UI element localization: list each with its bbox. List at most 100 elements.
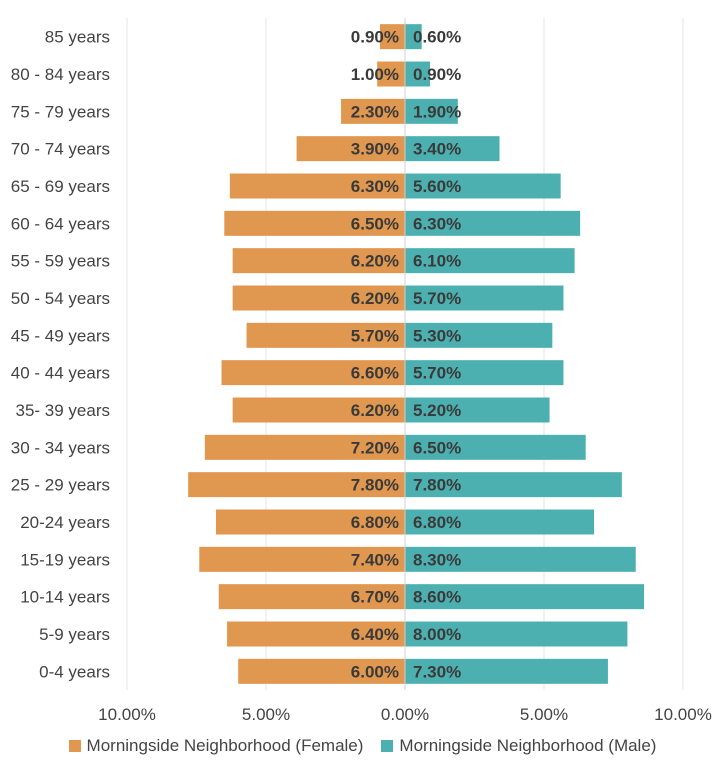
bar-male xyxy=(405,210,581,236)
legend-label-male: Morningside Neighborhood (Male) xyxy=(399,736,657,755)
bar-male xyxy=(405,322,553,348)
bar-female xyxy=(379,24,405,50)
bar-female xyxy=(218,584,405,610)
category-label: 35- 39 years xyxy=(16,401,111,420)
category-label: 55 - 59 years xyxy=(11,252,110,271)
bar-male xyxy=(405,360,564,386)
bar-male xyxy=(405,98,458,124)
bar-female xyxy=(232,285,405,311)
data-label-female: 5.70% xyxy=(351,326,399,345)
data-label-male: 5.30% xyxy=(413,326,461,345)
data-label-female: 6.20% xyxy=(351,401,399,420)
bar-female xyxy=(204,434,405,460)
category-label: 20-24 years xyxy=(20,513,110,532)
category-label: 0-4 years xyxy=(39,662,110,681)
category-label: 15-19 years xyxy=(20,550,110,569)
data-label-male: 8.00% xyxy=(413,625,461,644)
bar-male xyxy=(405,472,622,498)
bar-female xyxy=(296,136,405,162)
data-label-female: 6.70% xyxy=(351,588,399,607)
legend: Morningside Neighborhood (Female) Mornin… xyxy=(0,736,725,756)
bar-male xyxy=(405,546,636,572)
bar-male xyxy=(405,248,575,274)
data-label-female: 0.90% xyxy=(351,28,399,47)
data-label-female: 7.80% xyxy=(351,476,399,495)
data-label-male: 0.60% xyxy=(413,28,461,47)
x-tick-label: 5.00% xyxy=(242,705,290,724)
bar-male xyxy=(405,173,561,199)
bar-female xyxy=(215,509,405,535)
data-label-female: 7.40% xyxy=(351,550,399,569)
category-labels: 85 years 80 - 84 years 75 - 79 years 70 - 7… xyxy=(11,28,110,682)
data-label-female: 1.00% xyxy=(351,65,399,84)
data-label-male: 7.80% xyxy=(413,476,461,495)
bar-female xyxy=(341,98,405,124)
legend-label-female: Morningside Neighborhood (Female) xyxy=(86,736,364,755)
category-label: 50 - 54 years xyxy=(11,289,110,308)
data-label-male: 5.70% xyxy=(413,364,461,383)
data-label-male: 0.90% xyxy=(413,65,461,84)
data-label-female: 2.30% xyxy=(351,102,399,121)
data-label-male: 6.30% xyxy=(413,214,461,233)
bar-female xyxy=(221,360,405,386)
data-label-male: 5.60% xyxy=(413,177,461,196)
data-label-female: 6.00% xyxy=(351,662,399,681)
data-label-female: 3.90% xyxy=(351,140,399,159)
data-label-male: 6.10% xyxy=(413,252,461,271)
x-tick-label: 0.00% xyxy=(381,705,429,724)
category-label: 75 - 79 years xyxy=(11,102,110,121)
bar-female xyxy=(224,210,405,236)
legend-swatch-male xyxy=(381,740,394,752)
category-label: 85 years xyxy=(45,28,110,47)
x-tick-label: 5.00% xyxy=(520,705,568,724)
category-label: 25 - 29 years xyxy=(11,476,110,495)
bar-female xyxy=(227,621,405,647)
bar-female xyxy=(232,248,405,274)
bar-male xyxy=(405,658,608,684)
data-label-male: 6.80% xyxy=(413,513,461,532)
category-label: 45 - 49 years xyxy=(11,326,110,345)
category-label: 40 - 44 years xyxy=(11,364,110,383)
x-tick-label: 10.00% xyxy=(98,705,156,724)
bar-male xyxy=(405,621,628,647)
category-label: 30 - 34 years xyxy=(11,438,110,457)
bar-male xyxy=(405,509,595,535)
bar-female xyxy=(199,546,405,572)
data-label-male: 8.60% xyxy=(413,588,461,607)
data-label-male: 6.50% xyxy=(413,438,461,457)
data-label-female: 6.50% xyxy=(351,214,399,233)
bar-male xyxy=(405,584,645,610)
category-label: 80 - 84 years xyxy=(11,65,110,84)
data-label-female: 6.80% xyxy=(351,513,399,532)
category-label: 65 - 69 years xyxy=(11,177,110,196)
legend-item-female: Morningside Neighborhood (Female) xyxy=(68,736,364,756)
bar-male xyxy=(405,434,586,460)
bar-male xyxy=(405,61,431,87)
category-label: 60 - 64 years xyxy=(11,214,110,233)
bars: 0.90% 0.60% 1.00% 0.90% 2.30% 1.90% 3.90% 3.40%… xyxy=(188,18,645,690)
data-label-male: 7.30% xyxy=(413,662,461,681)
bar-male xyxy=(405,136,500,162)
data-label-male: 3.40% xyxy=(413,140,461,159)
data-label-female: 6.60% xyxy=(351,364,399,383)
bar-female xyxy=(377,61,405,87)
data-label-female: 6.40% xyxy=(351,625,399,644)
data-label-male: 5.20% xyxy=(413,401,461,420)
category-label: 10-14 years xyxy=(20,588,110,607)
bar-male xyxy=(405,24,422,50)
data-label-male: 1.90% xyxy=(413,102,461,121)
data-label-female: 6.20% xyxy=(351,252,399,271)
category-label: 5-9 years xyxy=(39,625,110,644)
bar-female xyxy=(188,472,405,498)
bar-female xyxy=(238,658,405,684)
legend-item-male: Morningside Neighborhood (Male) xyxy=(381,736,656,756)
data-label-female: 6.30% xyxy=(351,177,399,196)
data-label-male: 5.70% xyxy=(413,289,461,308)
x-axis-tick-labels: 10.00% 5.00% 0.00% 5.00% 10.00% xyxy=(98,705,712,724)
data-label-male: 8.30% xyxy=(413,550,461,569)
data-label-female: 6.20% xyxy=(351,289,399,308)
legend-swatch-female xyxy=(68,740,81,752)
x-tick-label: 10.00% xyxy=(654,705,712,724)
bar-female xyxy=(232,397,405,423)
